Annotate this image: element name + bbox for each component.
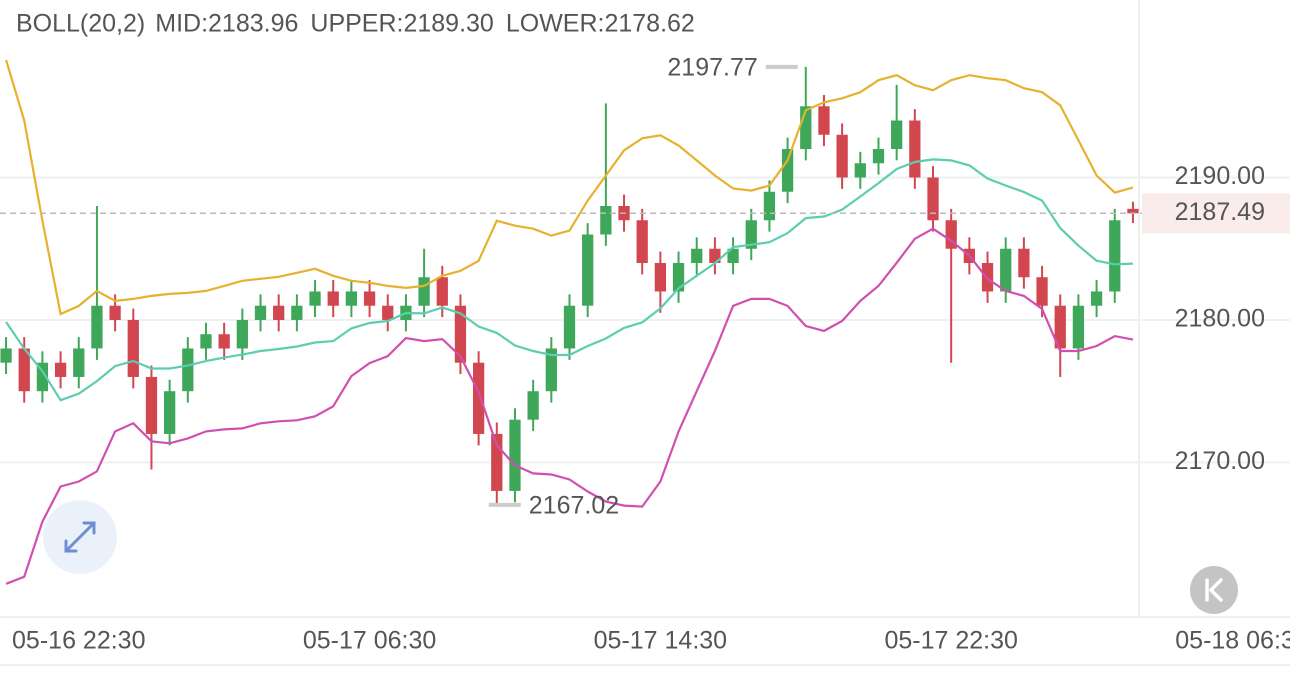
back-icon[interactable]	[1205, 578, 1223, 602]
candle-body	[418, 277, 430, 306]
candle-body	[872, 149, 885, 164]
x-tick-label: 05-17 14:30	[594, 627, 727, 655]
x-tick-label: 05-16 22:30	[12, 627, 145, 655]
candle-body	[1109, 220, 1121, 292]
candle-body	[363, 291, 376, 306]
candle-body	[164, 391, 176, 434]
candle-body	[1036, 277, 1048, 306]
x-tick-label: 05-18 06:30	[1175, 627, 1290, 655]
back-button-bg[interactable]	[1190, 566, 1238, 614]
candle-body	[727, 248, 739, 263]
last-price-bg	[1142, 193, 1290, 234]
candle-body	[54, 362, 67, 377]
low-marker-label: 2167.02	[529, 491, 619, 519]
legend-entry: UPPER:2189.30	[310, 10, 493, 38]
candle-body	[672, 262, 685, 292]
indicator-label: BOLL(20,2)	[16, 10, 145, 38]
candle-body	[109, 305, 121, 320]
expand-icon[interactable]	[64, 521, 96, 553]
candle-body	[327, 291, 339, 306]
x-tick-label: 05-17 06:30	[303, 627, 436, 655]
candle-body	[1000, 248, 1012, 292]
last-price-label: 2187.49	[1175, 198, 1265, 226]
y-tick-label: 2180.00	[1175, 305, 1265, 333]
labels: 2170.00 2180.00 2190.00 05-16 22:30 05-17 06…	[12, 10, 1290, 655]
legend-entry: MID:2183.96	[155, 10, 298, 38]
y-tick-label: 2190.00	[1175, 162, 1265, 190]
candle-body	[654, 262, 667, 292]
candle-body	[509, 419, 521, 491]
candle-body	[909, 120, 921, 178]
candle-body	[472, 362, 485, 434]
plot-area	[0, 59, 1290, 585]
boll-line	[5, 59, 1134, 316]
candle-body	[436, 277, 448, 306]
candle-body	[636, 220, 648, 263]
candle-body	[91, 305, 103, 349]
candle-body	[709, 248, 721, 263]
candle-body	[545, 348, 557, 392]
candle-body	[0, 348, 12, 363]
candle-body	[491, 433, 503, 491]
candle-body	[254, 305, 267, 320]
candle-body	[836, 134, 848, 178]
back-button[interactable]	[1190, 566, 1238, 614]
candle-body	[273, 305, 285, 320]
candle-body	[891, 120, 903, 150]
candle-body	[1072, 305, 1085, 349]
candle-body	[454, 305, 467, 363]
candle-body	[1127, 208, 1139, 214]
legend-entry: LOWER:2178.62	[506, 10, 695, 38]
candle-body	[382, 305, 394, 320]
candle-body	[1018, 248, 1030, 278]
candle-body	[236, 319, 248, 349]
candle-body	[800, 106, 812, 150]
high-marker-label: 2197.77	[667, 53, 757, 81]
candle-body	[781, 149, 794, 192]
candle-body	[18, 348, 30, 392]
candle-body	[1090, 291, 1103, 306]
boll-line	[5, 158, 1133, 402]
candle-body	[927, 177, 939, 221]
candle-body	[73, 348, 85, 377]
candle-body	[763, 191, 776, 221]
candle-body	[818, 106, 830, 135]
candle-body	[200, 334, 212, 349]
candle-body	[291, 305, 303, 320]
candle-body	[945, 220, 957, 249]
candle-body	[1054, 305, 1066, 349]
candle-body	[563, 305, 576, 349]
candle-body	[145, 376, 158, 434]
candle-body	[345, 291, 358, 306]
candle-body	[600, 205, 612, 235]
boll-line	[5, 227, 1134, 585]
candle-body	[218, 334, 230, 349]
candle-body	[309, 291, 321, 306]
expand-button[interactable]	[43, 500, 117, 574]
candle-body	[127, 319, 139, 377]
candle-body	[745, 220, 757, 249]
x-tick-label: 05-17 22:30	[884, 627, 1017, 655]
candle-body	[182, 348, 194, 392]
candle-body	[691, 248, 703, 263]
candle-body	[36, 362, 49, 392]
candle-body	[854, 163, 866, 178]
y-tick-label: 2170.00	[1175, 447, 1265, 475]
candle-body	[527, 391, 539, 420]
candle-body	[582, 234, 594, 306]
